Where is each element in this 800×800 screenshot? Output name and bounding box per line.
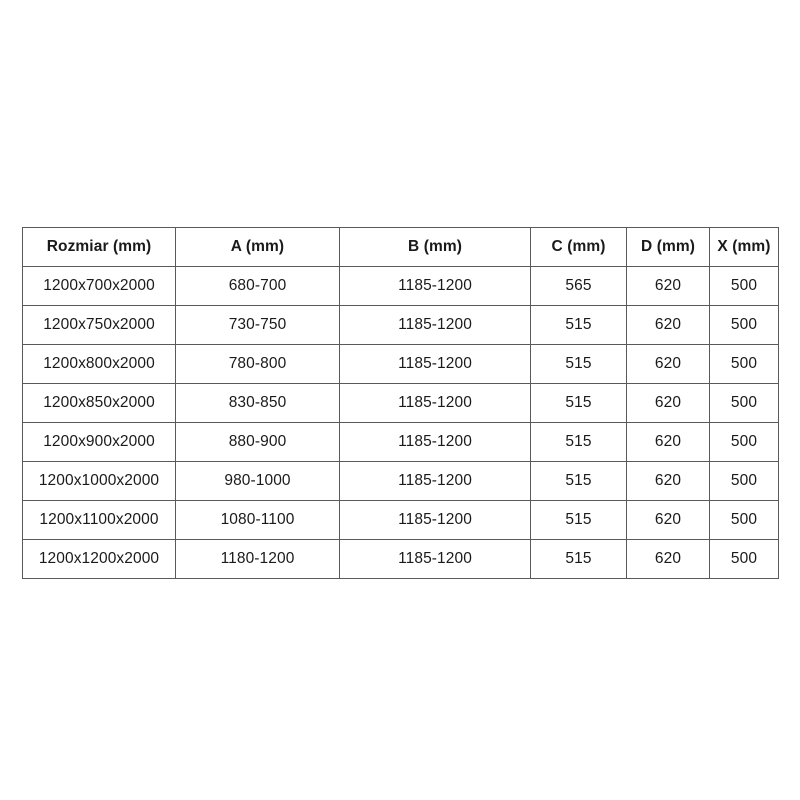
cell-a: 880-900 bbox=[175, 422, 340, 462]
cell-d: 620 bbox=[626, 539, 710, 579]
cell-c: 515 bbox=[530, 344, 627, 384]
cell-d: 620 bbox=[626, 461, 710, 501]
cell-b: 1185-1200 bbox=[339, 383, 531, 423]
cell-x: 500 bbox=[709, 422, 779, 462]
cell-b: 1185-1200 bbox=[339, 539, 531, 579]
cell-b: 1185-1200 bbox=[339, 500, 531, 540]
cell-x: 500 bbox=[709, 461, 779, 501]
column-header-b: B (mm) bbox=[339, 227, 531, 267]
table-row: 1200x800x2000 780-800 1185-1200 515 620 500 bbox=[22, 344, 779, 384]
cell-size: 1200x1200x2000 bbox=[22, 539, 176, 579]
cell-a: 1080-1100 bbox=[175, 500, 340, 540]
column-header-size: Rozmiar (mm) bbox=[22, 227, 176, 267]
cell-a: 780-800 bbox=[175, 344, 340, 384]
table-body: 1200x700x2000 680-700 1185-1200 565 620 500 12… bbox=[22, 266, 779, 579]
cell-size: 1200x850x2000 bbox=[22, 383, 176, 423]
cell-d: 620 bbox=[626, 266, 710, 306]
cell-d: 620 bbox=[626, 422, 710, 462]
table-row: 1200x700x2000 680-700 1185-1200 565 620 500 bbox=[22, 266, 779, 306]
cell-b: 1185-1200 bbox=[339, 422, 531, 462]
table-row: 1200x750x2000 730-750 1185-1200 515 620 500 bbox=[22, 305, 779, 345]
column-header-d: D (mm) bbox=[626, 227, 710, 267]
table-row: 1200x900x2000 880-900 1185-1200 515 620 500 bbox=[22, 422, 779, 462]
column-header-c: C (mm) bbox=[530, 227, 627, 267]
column-header-a: A (mm) bbox=[175, 227, 340, 267]
cell-size: 1200x700x2000 bbox=[22, 266, 176, 306]
column-header-x: X (mm) bbox=[709, 227, 779, 267]
cell-size: 1200x1000x2000 bbox=[22, 461, 176, 501]
cell-b: 1185-1200 bbox=[339, 461, 531, 501]
cell-size: 1200x900x2000 bbox=[22, 422, 176, 462]
cell-size: 1200x750x2000 bbox=[22, 305, 176, 345]
cell-a: 730-750 bbox=[175, 305, 340, 345]
cell-c: 515 bbox=[530, 422, 627, 462]
cell-c: 515 bbox=[530, 539, 627, 579]
cell-a: 1180-1200 bbox=[175, 539, 340, 579]
cell-size: 1200x1100x2000 bbox=[22, 500, 176, 540]
cell-b: 1185-1200 bbox=[339, 266, 531, 306]
cell-c: 515 bbox=[530, 461, 627, 501]
cell-x: 500 bbox=[709, 500, 779, 540]
cell-d: 620 bbox=[626, 344, 710, 384]
cell-c: 565 bbox=[530, 266, 627, 306]
table-header: Rozmiar (mm) A (mm) B (mm) C (mm) D (mm)… bbox=[22, 227, 779, 267]
table-header-row: Rozmiar (mm) A (mm) B (mm) C (mm) D (mm)… bbox=[22, 227, 779, 267]
table-row: 1200x1000x2000 980-1000 1185-1200 515 620 500 bbox=[22, 461, 779, 501]
cell-d: 620 bbox=[626, 500, 710, 540]
table-row: 1200x850x2000 830-850 1185-1200 515 620 500 bbox=[22, 383, 779, 423]
table-row: 1200x1100x2000 1080-1100 1185-1200 515 620 50… bbox=[22, 500, 779, 540]
cell-c: 515 bbox=[530, 383, 627, 423]
cell-b: 1185-1200 bbox=[339, 344, 531, 384]
cell-x: 500 bbox=[709, 383, 779, 423]
table-row: 1200x1200x2000 1180-1200 1185-1200 515 620 50… bbox=[22, 539, 779, 579]
cell-x: 500 bbox=[709, 539, 779, 579]
cell-d: 620 bbox=[626, 383, 710, 423]
cell-x: 500 bbox=[709, 344, 779, 384]
dimensions-table-container: Rozmiar (mm) A (mm) B (mm) C (mm) D (mm)… bbox=[22, 227, 779, 579]
cell-a: 830-850 bbox=[175, 383, 340, 423]
cell-c: 515 bbox=[530, 305, 627, 345]
cell-d: 620 bbox=[626, 305, 710, 345]
cell-a: 980-1000 bbox=[175, 461, 340, 501]
cell-c: 515 bbox=[530, 500, 627, 540]
dimensions-table: Rozmiar (mm) A (mm) B (mm) C (mm) D (mm)… bbox=[22, 227, 779, 579]
cell-size: 1200x800x2000 bbox=[22, 344, 176, 384]
cell-x: 500 bbox=[709, 305, 779, 345]
cell-x: 500 bbox=[709, 266, 779, 306]
cell-a: 680-700 bbox=[175, 266, 340, 306]
cell-b: 1185-1200 bbox=[339, 305, 531, 345]
